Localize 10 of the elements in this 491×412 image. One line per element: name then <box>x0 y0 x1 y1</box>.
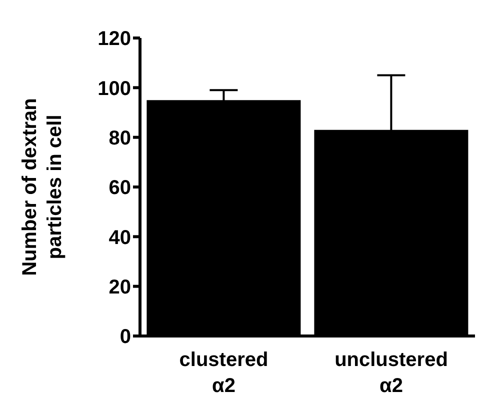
y-tick-label: 20 <box>108 276 131 298</box>
y-tick-label: 100 <box>98 78 131 100</box>
y-tick-label: 120 <box>98 28 131 50</box>
x-tick-label: unclustered α2 <box>334 349 448 397</box>
y-tick-label: 60 <box>108 177 131 200</box>
y-tick-label: 0 <box>120 326 131 348</box>
x-tick-label: clustered α2 <box>179 349 268 397</box>
y-axis-title: Number of dextran particles in cell <box>19 98 66 276</box>
y-tick-label: 40 <box>108 226 131 249</box>
y-tick-label: 80 <box>108 127 131 150</box>
